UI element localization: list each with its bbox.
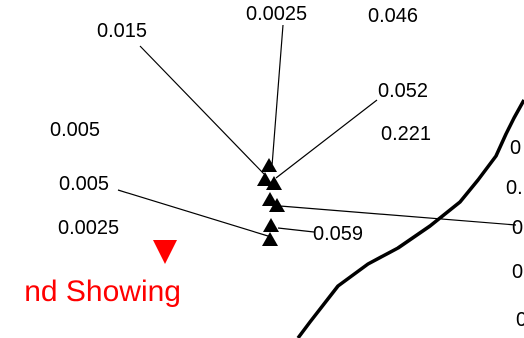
triangle-up-icon[interactable] [263, 218, 279, 232]
leader-line [271, 24, 284, 167]
sample-label: 0.0025 [246, 3, 307, 25]
edge-label: 0 [516, 309, 524, 331]
sample-label: 0.0025 [58, 217, 119, 239]
edge-label: 0 [512, 217, 523, 239]
sample-markers [257, 158, 285, 246]
leader-line [279, 205, 517, 226]
sample-label: 0.005 [59, 173, 109, 195]
edge-label: 0 [512, 261, 523, 283]
sample-label: 0.221 [381, 123, 431, 145]
red-legend-label: nd Showing [24, 275, 181, 308]
sample-labels: 0.015 0.0025 0.046 0.052 0.221 0.005 0.0… [50, 3, 431, 245]
leader-line [139, 45, 265, 175]
sample-label: 0.059 [313, 223, 363, 245]
triangle-up-icon[interactable] [266, 176, 282, 190]
sample-label: 0.005 [50, 119, 100, 141]
triangle-up-icon[interactable] [262, 232, 278, 246]
leader-line [275, 99, 378, 179]
leader-line [117, 189, 269, 237]
edge-label: 0 [510, 137, 521, 159]
sample-label: 0.015 [97, 20, 147, 42]
leader-lines [117, 24, 517, 237]
edge-labels: 0 0. 0 0 0 [506, 137, 524, 331]
boundary-line [296, 99, 524, 338]
edge-label: 0. [506, 177, 523, 199]
triangle-down-icon[interactable] [153, 240, 177, 264]
triangle-up-icon[interactable] [257, 172, 273, 186]
triangle-up-icon[interactable] [269, 198, 285, 212]
triangle-up-icon[interactable] [261, 158, 277, 172]
leader-line [277, 227, 315, 233]
sample-label: 0.052 [378, 80, 428, 102]
sample-label: 0.046 [368, 5, 418, 27]
triangle-up-icon[interactable] [262, 192, 278, 206]
